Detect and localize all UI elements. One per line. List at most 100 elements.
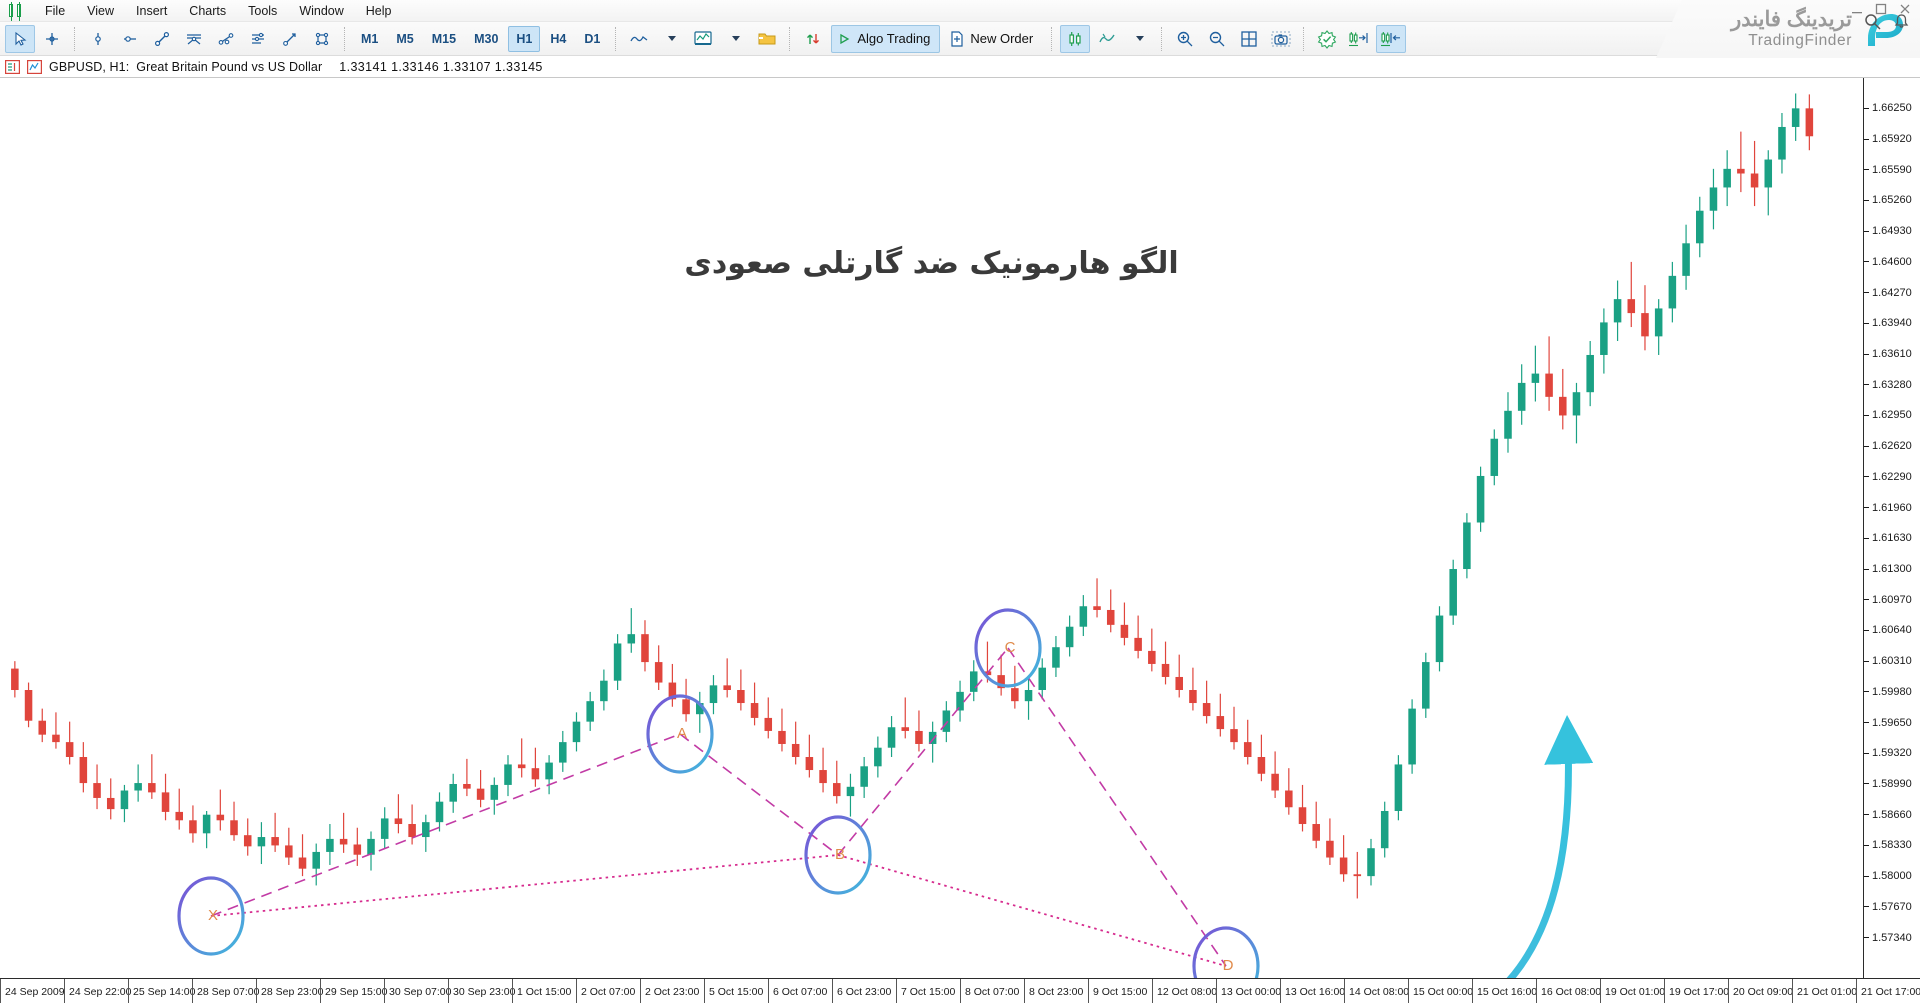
open-folder-icon[interactable] (752, 25, 782, 53)
time-tick: 24 Sep 22:00 (64, 979, 131, 1003)
fibonacci-retracement-icon[interactable] (243, 25, 273, 53)
algo-trading-label: Algo Trading (857, 31, 931, 46)
time-axis[interactable]: 24 Sep 2009 24 Sep 22:00 25 Sep 14:00 28 Se… (0, 978, 1920, 1003)
price-tick: 1.62290 (1864, 471, 1912, 483)
navigator-icon[interactable] (27, 59, 42, 74)
price-tick: 1.58660 (1864, 809, 1912, 821)
price-tick: 1.59320 (1864, 747, 1912, 759)
horizontal-line-icon[interactable] (115, 25, 145, 53)
line-chart-type-icon[interactable] (1092, 25, 1122, 53)
menu-item-help[interactable]: Help (365, 3, 392, 18)
crosshair-icon[interactable] (37, 25, 67, 53)
time-tick: 2 Oct 07:00 (576, 979, 635, 1003)
up-down-arrows-icon[interactable] (798, 25, 828, 53)
chevron-down-icon-2[interactable] (720, 25, 750, 53)
pattern-leg-BC (837, 647, 1009, 856)
price-tick: 1.63610 (1864, 348, 1912, 360)
time-tick: 1 Oct 15:00 (512, 979, 571, 1003)
timeframe-d1[interactable]: D1 (584, 31, 601, 46)
time-tick: 21 Oct 17:00 (1856, 979, 1920, 1003)
time-tick: 20 Oct 09:00 (1728, 979, 1793, 1003)
grid-windows-icon[interactable] (1234, 25, 1264, 53)
camera-icon[interactable] (1266, 25, 1296, 53)
trendline-icon[interactable] (147, 25, 177, 53)
price-tick: 1.60970 (1864, 594, 1912, 606)
pattern-point-label-B: B (835, 846, 845, 863)
price-tick: 1.62620 (1864, 440, 1912, 452)
time-tick: 19 Oct 01:00 (1600, 979, 1665, 1003)
timeframe-m5[interactable]: M5 (396, 31, 414, 46)
time-tick: 30 Sep 07:00 (384, 979, 451, 1003)
price-tick: 1.65590 (1864, 164, 1912, 176)
price-axis[interactable]: 1.66250 1.65920 1.65590 1.65260 1.64930 1.646… (1863, 78, 1920, 978)
menu-item-insert[interactable]: Insert (136, 3, 168, 18)
price-tick: 1.60310 (1864, 655, 1912, 667)
equidistant-channel-icon[interactable] (179, 25, 209, 53)
price-tick: 1.66250 (1864, 102, 1912, 114)
price-tick: 1.63940 (1864, 317, 1912, 329)
time-tick: 30 Sep 23:00 (448, 979, 515, 1003)
price-tick: 1.64930 (1864, 225, 1912, 237)
pattern-point-circle-C (974, 608, 1042, 688)
algo-trading-button[interactable]: Algo Trading (831, 24, 941, 53)
bell-icon[interactable] (1893, 13, 1910, 30)
time-tick: 5 Oct 15:00 (704, 979, 763, 1003)
chart-shift-right-icon[interactable] (1344, 25, 1374, 53)
new-order-label: New Order (970, 31, 1034, 46)
chevron-down-icon[interactable] (656, 25, 686, 53)
andrews-pitchfork-icon[interactable] (275, 25, 305, 53)
toolbar-separator-4 (789, 26, 791, 51)
close-icon[interactable] (1898, 2, 1912, 16)
pattern-point-label-C: C (1005, 639, 1016, 656)
price-tick: 1.62950 (1864, 409, 1912, 421)
timeframe-h4[interactable]: H4 (550, 31, 567, 46)
menu-item-file[interactable]: File (45, 3, 66, 18)
menu-item-charts[interactable]: Charts (189, 3, 227, 18)
fibonacci-lines-icon[interactable] (211, 25, 241, 53)
market-watch-icon[interactable] (5, 59, 20, 74)
time-tick: 14 Oct 08:00 (1344, 979, 1409, 1003)
pattern-point-label-A: A (677, 725, 687, 742)
line-chart-icon[interactable] (624, 25, 654, 53)
pattern-point-circle-D (1192, 926, 1260, 978)
starburst-check-icon[interactable] (1312, 25, 1342, 53)
toolbar-separator-5 (1051, 26, 1053, 51)
time-tick: 8 Oct 07:00 (960, 979, 1019, 1003)
window-controls (1850, 2, 1912, 16)
chart-auto-scroll-icon[interactable] (1376, 24, 1407, 53)
timeframe-h1[interactable]: H1 (508, 25, 541, 52)
cursor-arrow-icon[interactable] (5, 24, 35, 53)
time-tick: 7 Oct 15:00 (896, 979, 955, 1003)
chart-area[interactable]: X A B C D الگو هارمونیک ضد گارتلی صعودی 1.66… (0, 78, 1920, 1003)
price-tick: 1.61300 (1864, 563, 1912, 575)
price-tick: 1.57340 (1864, 932, 1912, 944)
menu-item-tools[interactable]: Tools (248, 3, 278, 18)
price-tick: 1.59650 (1864, 717, 1912, 729)
pattern-leg-CD (1007, 647, 1227, 967)
new-order-button[interactable]: New Order (944, 25, 1043, 53)
time-tick: 19 Oct 17:00 (1664, 979, 1729, 1003)
candlestick-chart-icon[interactable] (1060, 24, 1091, 53)
template-icon[interactable] (688, 25, 718, 53)
chart-plot[interactable]: X A B C D الگو هارمونیک ضد گارتلی صعودی (0, 78, 1863, 978)
shapes-icon[interactable] (307, 25, 337, 53)
chart-symbol-bar: GBPUSD, H1: Great Britain Pound vs US Do… (0, 56, 1920, 78)
pattern-leg-AB (679, 733, 839, 856)
time-tick: 2 Oct 23:00 (640, 979, 699, 1003)
search-icon[interactable] (1864, 13, 1881, 30)
zoom-in-icon[interactable] (1170, 25, 1200, 53)
vertical-line-icon[interactable] (83, 25, 113, 53)
zoom-out-icon[interactable] (1202, 25, 1232, 53)
maximize-icon[interactable] (1874, 2, 1888, 16)
minimize-icon[interactable] (1850, 2, 1864, 16)
price-tick: 1.58990 (1864, 778, 1912, 790)
timeframe-m15[interactable]: M15 (431, 31, 457, 46)
timeframe-m30[interactable]: M30 (474, 31, 499, 46)
menu-item-view[interactable]: View (87, 3, 115, 18)
menu-bar: File View Insert Charts Tools Window Hel… (0, 0, 1920, 22)
chevron-down-icon-3[interactable] (1124, 25, 1154, 53)
timeframe-m1[interactable]: M1 (361, 31, 379, 46)
menu-item-window[interactable]: Window (299, 3, 344, 18)
toolbar-separator-6 (1161, 26, 1163, 51)
